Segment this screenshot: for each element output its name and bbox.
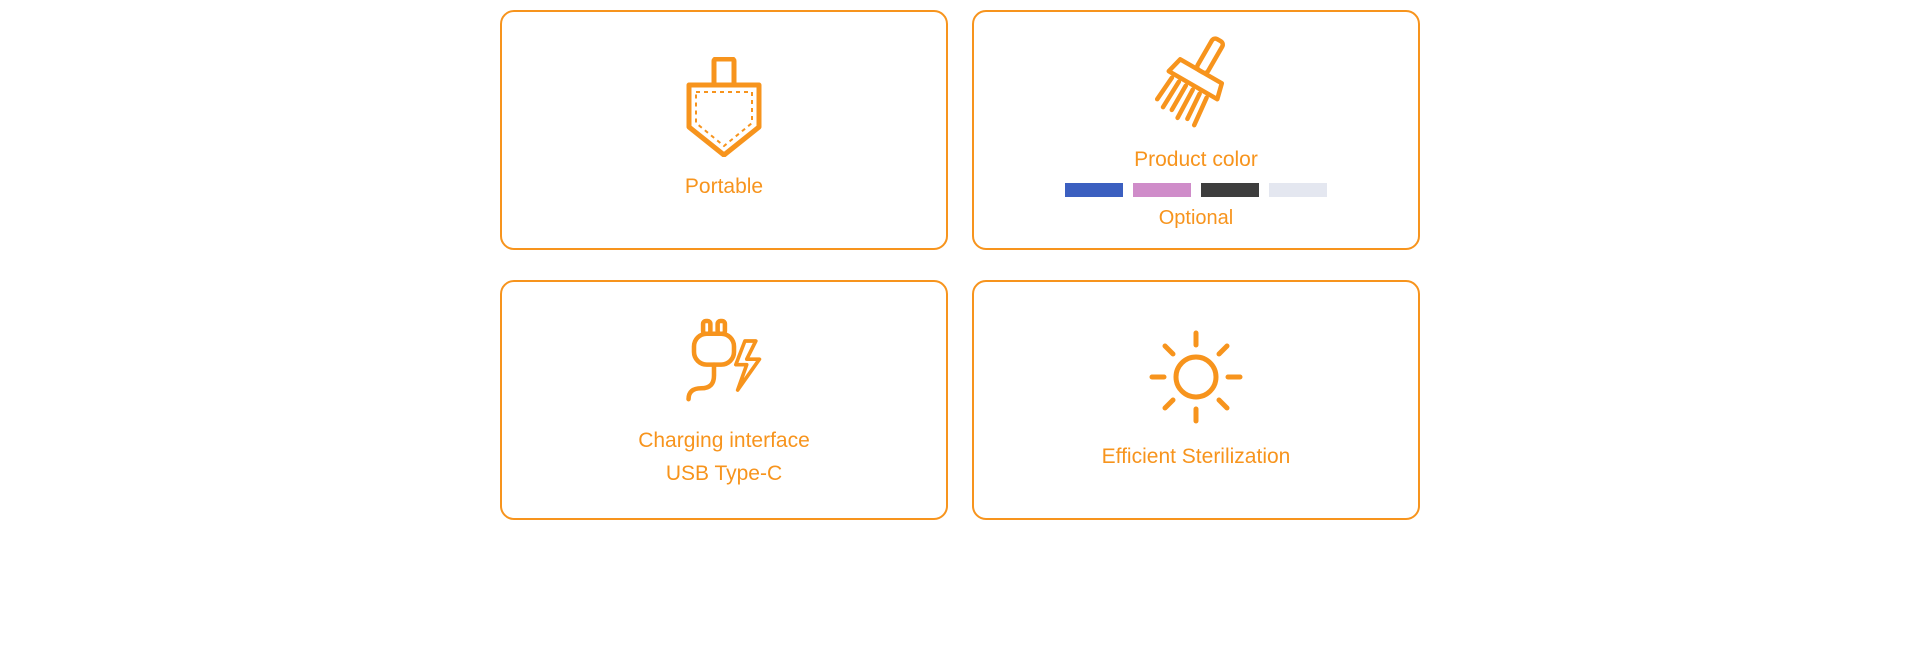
swatch-3 bbox=[1201, 183, 1259, 197]
plug-lightning-icon bbox=[674, 311, 774, 411]
card-portable: Portable bbox=[500, 10, 948, 250]
card-charging: Charging interface USB Type-C bbox=[500, 280, 948, 520]
card-sterilization-label: Efficient Sterilization bbox=[1102, 441, 1291, 473]
sun-icon bbox=[1146, 327, 1246, 427]
color-swatches bbox=[1065, 183, 1327, 197]
pocket-icon bbox=[674, 57, 774, 157]
card-charging-line1: Charging interface bbox=[638, 425, 810, 457]
card-color: Product color Optional bbox=[972, 10, 1420, 250]
card-color-label: Product color bbox=[1134, 144, 1258, 176]
swatch-1 bbox=[1065, 183, 1123, 197]
swatch-4 bbox=[1269, 183, 1327, 197]
feature-grid: Portable Product color bbox=[500, 10, 1420, 520]
card-sterilization: Efficient Sterilization bbox=[972, 280, 1420, 520]
card-charging-line2: USB Type-C bbox=[666, 458, 782, 490]
card-color-sublabel: Optional bbox=[1159, 207, 1234, 230]
paintbrush-icon bbox=[1146, 30, 1246, 130]
card-portable-label: Portable bbox=[685, 171, 763, 203]
swatch-2 bbox=[1133, 183, 1191, 197]
